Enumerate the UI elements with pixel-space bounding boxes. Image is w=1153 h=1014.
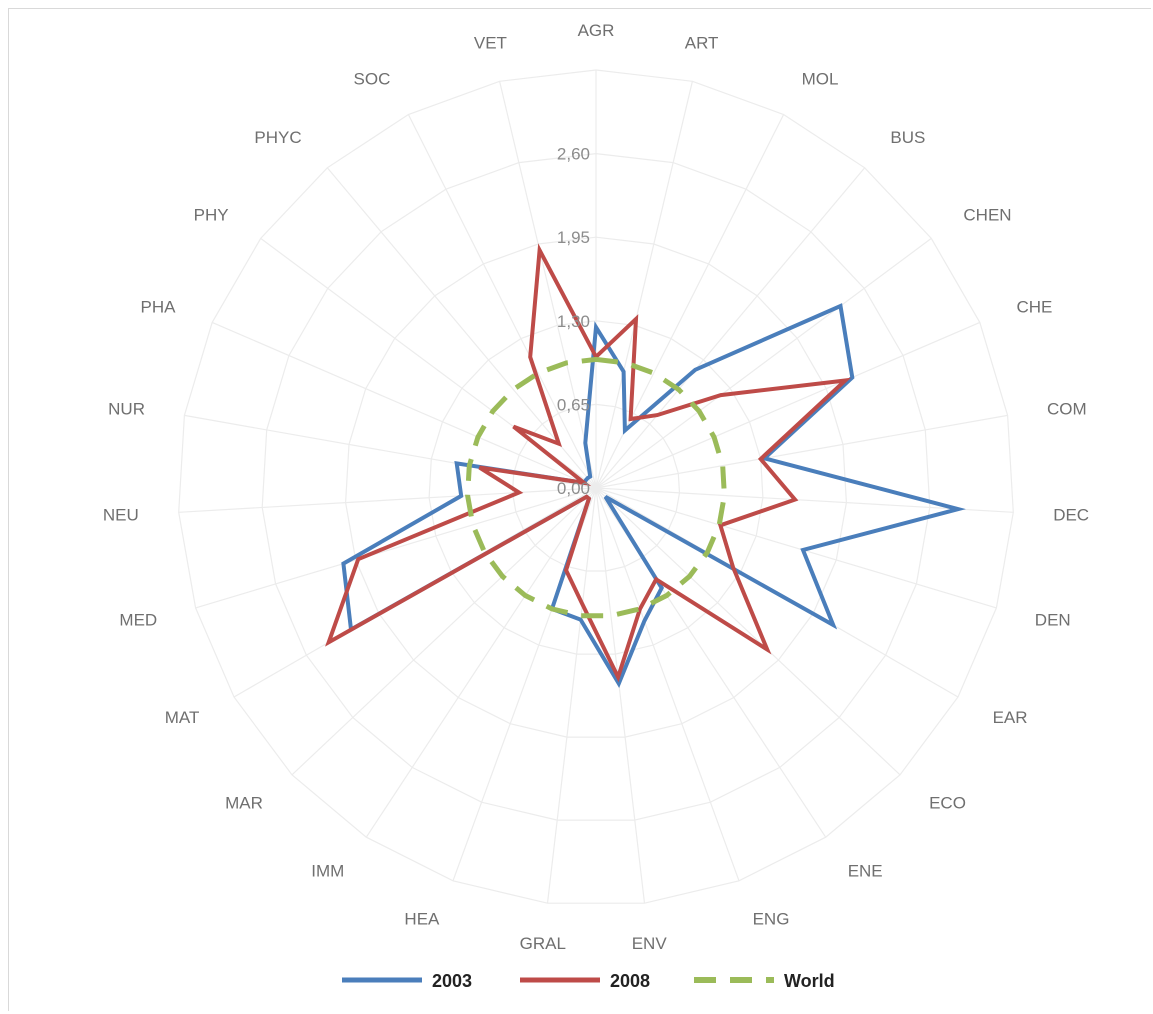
grid-spoke bbox=[595, 414, 1008, 489]
grid bbox=[178, 69, 1014, 904]
grid-ring bbox=[344, 236, 848, 738]
category-label: PHA bbox=[141, 298, 177, 317]
category-label: ENE bbox=[848, 862, 883, 881]
grid-spoke bbox=[211, 321, 597, 489]
category-label: NUR bbox=[108, 400, 145, 419]
category-label: VET bbox=[474, 33, 507, 52]
tick-label: 1,30 bbox=[557, 312, 590, 331]
category-label: PHYC bbox=[254, 128, 301, 147]
grid-spoke bbox=[326, 167, 597, 489]
category-label: NEU bbox=[103, 506, 139, 525]
category-label: MED bbox=[119, 610, 157, 629]
category-label: MAT bbox=[165, 708, 200, 727]
grid-ring bbox=[428, 320, 764, 655]
grid-spoke bbox=[595, 114, 785, 489]
category-label: COM bbox=[1047, 400, 1087, 419]
grid-spoke bbox=[178, 487, 597, 513]
category-label: ENG bbox=[753, 909, 790, 928]
legend-label-2008: 2008 bbox=[610, 971, 650, 991]
series-line-world bbox=[465, 356, 727, 619]
category-label: EAR bbox=[993, 708, 1028, 727]
grid-ring bbox=[511, 403, 681, 572]
grid-spoke bbox=[595, 321, 981, 489]
category-label: MAR bbox=[225, 793, 263, 812]
category-label: BUS bbox=[890, 128, 925, 147]
category-label: ECO bbox=[929, 793, 966, 812]
grid-spoke bbox=[595, 487, 646, 904]
grid-spoke bbox=[407, 114, 597, 489]
grid-spoke bbox=[595, 81, 693, 489]
category-label: IMM bbox=[311, 862, 344, 881]
tick-label: 0,65 bbox=[557, 395, 590, 414]
tick-label: 0,00 bbox=[557, 479, 590, 498]
series-lines bbox=[325, 243, 966, 688]
series-line-2008 bbox=[325, 243, 852, 683]
grid-ring bbox=[261, 152, 931, 821]
category-label: AGR bbox=[578, 21, 615, 40]
category-label: GRAL bbox=[520, 934, 566, 953]
grid-spoke bbox=[499, 81, 597, 489]
grid-spoke bbox=[365, 487, 597, 838]
category-labels: AGR ART MOL BUS CHEN CHE COM DEC DEN EAR ECO ENE ENG… bbox=[103, 21, 1089, 953]
grid-spoke bbox=[595, 487, 1014, 513]
legend: 2003 2008 World bbox=[342, 971, 835, 991]
legend-label-2003: 2003 bbox=[432, 971, 472, 991]
tick-label: 2,60 bbox=[557, 145, 590, 164]
grid-spoke bbox=[595, 487, 901, 776]
category-label: CHEN bbox=[963, 206, 1011, 225]
grid-spoke bbox=[595, 237, 932, 489]
tick-label: 1,95 bbox=[557, 228, 590, 247]
grid-spoke bbox=[546, 487, 597, 904]
grid-spoke bbox=[595, 487, 740, 882]
category-label: ART bbox=[685, 33, 719, 52]
grid-spoke bbox=[291, 487, 597, 776]
grid-spoke bbox=[595, 487, 997, 609]
chart-frame bbox=[8, 8, 1151, 1011]
grid-spoke bbox=[595, 167, 866, 489]
category-label: MOL bbox=[802, 70, 839, 89]
legend-label-world: World bbox=[784, 971, 835, 991]
tick-labels: 0,00 0,65 1,30 1,95 2,60 bbox=[557, 145, 590, 498]
category-label: CHE bbox=[1017, 298, 1053, 317]
category-label: HEA bbox=[404, 909, 440, 928]
category-label: DEN bbox=[1035, 610, 1071, 629]
category-label: PHY bbox=[194, 206, 229, 225]
category-label: DEC bbox=[1053, 506, 1089, 525]
category-label: SOC bbox=[354, 70, 391, 89]
grid-ring bbox=[178, 69, 1014, 904]
series-line-2003 bbox=[341, 303, 966, 688]
grid-spoke bbox=[195, 487, 597, 609]
category-label: ENV bbox=[632, 934, 668, 953]
